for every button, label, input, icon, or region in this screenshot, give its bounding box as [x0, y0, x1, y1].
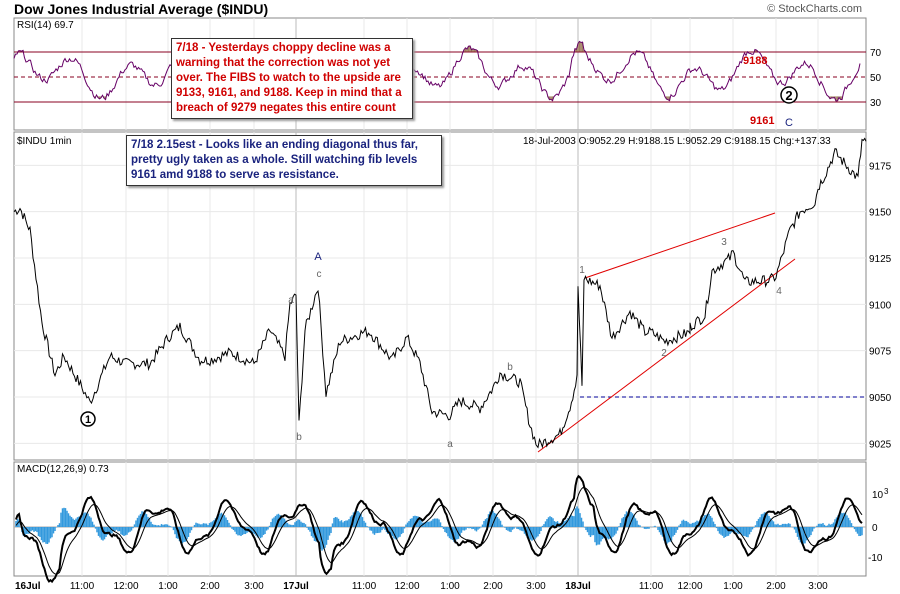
- wave-w1-label: 1: [579, 265, 585, 276]
- rsi-tick-50: 50: [870, 73, 882, 84]
- macd-main-line: [15, 474, 863, 584]
- price-ohlc-label: 18-Jul-2003 O:9052.29 H:9188.15 L:9052.2…: [523, 136, 831, 147]
- x-tick-label: 1:00: [723, 581, 743, 592]
- x-tick-label: 1:00: [440, 581, 460, 592]
- rsi-frame: [13, 17, 867, 131]
- macd-tick-neg10: -10: [868, 553, 883, 564]
- price-y-ticks: 9175 9150 9125 9100 9075 9050 9025: [869, 161, 892, 450]
- x-tick-label: 12:00: [677, 581, 702, 592]
- price-frame: [13, 131, 867, 461]
- price-tick-label: 9025: [869, 439, 892, 450]
- x-tick-label: 3:00: [244, 581, 264, 592]
- x-tick-label: 11:00: [70, 581, 95, 592]
- wave-1-circle: [80, 411, 96, 427]
- rsi-label: RSI(14) 69.7: [17, 20, 74, 31]
- price-annotation-note: 7/18 2.15est - Looks like an ending diag…: [126, 135, 442, 186]
- chart-title: Dow Jones Industrial Average ($INDU): [14, 1, 269, 17]
- rsi-fib-9161: 9161: [750, 115, 774, 127]
- rsi-series-line: [13, 40, 861, 102]
- rsi-panel: RSI(14) 69.7 70 50 30 9188 9161 2 C: [13, 17, 882, 131]
- wave-c1-label: c: [317, 269, 322, 280]
- wave-w3-label: 3: [721, 237, 727, 248]
- x-tick-label: 17Jul: [283, 581, 309, 592]
- wave-c-label: C: [785, 117, 793, 129]
- macd-tick-0: 0: [872, 523, 878, 534]
- wave-b2-label: b: [507, 362, 513, 373]
- price-tick-label: 9100: [869, 300, 892, 311]
- macd-tick-3: 3: [884, 487, 889, 496]
- rsi-annotation-note: 7/18 - Yesterdays choppy decline was a w…: [171, 38, 413, 119]
- wave-2-circle-label: 2: [785, 88, 792, 103]
- macd-signal-line: [15, 486, 863, 575]
- x-axis: 16Jul 11:00 12:00 1:00 2:00 3:00 17Jul 11:00 12:…: [15, 581, 828, 592]
- rsi-fib-9188: 9188: [743, 55, 767, 67]
- credit-text: © StockCharts.com: [767, 3, 862, 15]
- x-tick-label: 1:00: [158, 581, 178, 592]
- x-tick-label: 2:00: [483, 581, 503, 592]
- x-tick-label: 11:00: [352, 581, 377, 592]
- price-series-line: [13, 137, 867, 449]
- x-tick-label: 2:00: [766, 581, 786, 592]
- macd-label: MACD(12,26,9) 0.73: [17, 464, 109, 475]
- price-tick-label: 9125: [869, 254, 892, 265]
- x-tick-label: 11:00: [639, 581, 664, 592]
- x-tick-label: 12:00: [394, 581, 419, 592]
- wave-2-circle: [780, 86, 798, 104]
- x-tick-label: 16Jul: [15, 581, 41, 592]
- wave-w4-label: 4: [776, 286, 782, 297]
- macd-gridlines: [81, 462, 819, 576]
- diagonal-lower-trendline: [537, 258, 796, 453]
- rsi-tick-70: 70: [870, 48, 882, 59]
- wave-a1-label: a: [288, 295, 294, 306]
- price-symbol-label: $INDU 1min: [17, 136, 71, 147]
- price-tick-label: 9075: [869, 347, 892, 358]
- x-tick-label: 12:00: [113, 581, 138, 592]
- macd-tick-10: 10: [872, 490, 884, 501]
- x-tick-label: 3:00: [526, 581, 546, 592]
- macd-frame: [13, 461, 867, 577]
- price-tick-label: 9150: [869, 208, 892, 219]
- x-tick-label: 2:00: [200, 581, 220, 592]
- wave-A-label: A: [314, 251, 322, 263]
- price-tick-label: 9050: [869, 393, 892, 404]
- x-tick-label: 18Jul: [565, 581, 591, 592]
- wave-b1-label: b: [296, 432, 302, 443]
- diagonal-upper-trendline: [584, 212, 776, 279]
- macd-panel: MACD(12,26,9) 0.73 10 3 0 -10: [13, 461, 889, 584]
- wave-1-circle-label: 1: [85, 414, 91, 426]
- wave-a2-label: a: [447, 439, 453, 450]
- rsi-tick-30: 30: [870, 98, 882, 109]
- price-tick-label: 9175: [869, 161, 892, 172]
- wave-w2-label: 2: [661, 348, 667, 359]
- x-tick-label: 3:00: [808, 581, 828, 592]
